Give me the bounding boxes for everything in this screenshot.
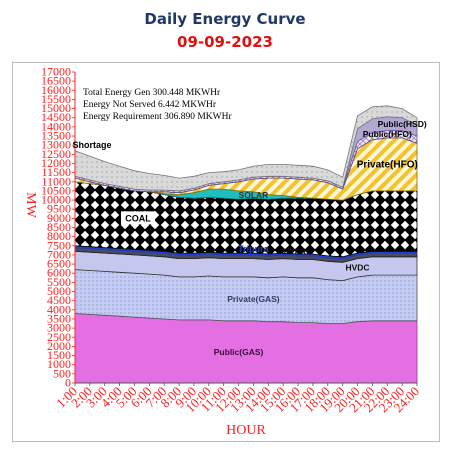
y-tick-label: 5500 [47, 275, 71, 289]
series-label-public-hsd: Public(HSD) [378, 119, 427, 129]
y-tick-label: 10000 [41, 193, 71, 207]
y-tick-label: 2000 [47, 339, 71, 353]
series-label-solar: SOLAR [239, 190, 269, 200]
y-tick-label: 10500 [41, 183, 71, 197]
y-tick-label: 11000 [41, 174, 71, 188]
y-tick-label: 3000 [47, 321, 71, 335]
series-label-private-gas: Private(GAS) [227, 294, 280, 304]
series-label-hydro: HYDRO [284, 248, 313, 257]
y-tick-label: 13500 [41, 129, 71, 143]
y-tick-label: 3500 [47, 311, 71, 325]
y-tick-label: 8500 [47, 220, 71, 234]
x-axis-title: HOUR [226, 423, 266, 438]
y-tick-label: 1500 [47, 348, 71, 362]
energy-summary-line: Energy Requirement 306.890 MKWHr [83, 112, 232, 122]
series-label-private-hfo: Private(HFO) [357, 159, 418, 170]
y-tick-label: 14000 [41, 119, 71, 133]
series-area-shortage [74, 105, 418, 192]
y-tick-label: 1000 [47, 357, 71, 371]
y-tick-label: 11500 [41, 165, 71, 179]
y-tick-label: 9500 [47, 202, 71, 216]
y-tick-label: 7500 [47, 238, 71, 252]
y-tick-label: 16500 [41, 74, 71, 88]
y-tick-label: 500 [53, 366, 71, 380]
y-tick-label: 2500 [47, 330, 71, 344]
y-tick-label: 8000 [47, 229, 71, 243]
y-tick-label: 9000 [47, 211, 71, 225]
energy-summary-line: Total Energy Gen 300.448 MKWHr [83, 88, 221, 98]
chart-frame [12, 62, 440, 442]
series-label-shortage: Shortage [72, 140, 111, 150]
chart-title: Daily Energy Curve [144, 10, 306, 28]
y-tick-label: 15500 [41, 92, 71, 106]
chart-date: 09-09-2023 [177, 33, 273, 51]
y-tick-label: 4500 [47, 293, 71, 307]
y-tick-label: 15000 [41, 101, 71, 115]
series-label-hvdc: HVDC [345, 263, 369, 273]
series-label-public-gas: Public(GAS) [214, 347, 264, 357]
y-tick-label: 12000 [41, 156, 71, 170]
series-label-tripura: Tripura [238, 244, 270, 254]
y-tick-label: 5000 [47, 284, 71, 298]
y-tick-label: 4000 [47, 302, 71, 316]
y-tick-label: 0 [65, 376, 71, 390]
y-tick-label: 7000 [47, 247, 71, 261]
series-label-coal: COAL [125, 213, 151, 223]
series-label-public-hfo: Public(HFO) [363, 129, 412, 139]
y-tick-label: 17000 [41, 65, 71, 79]
energy-summary-line: Energy Not Served 6.442 MKWHr [83, 100, 217, 110]
y-tick-label: 6000 [47, 266, 71, 280]
series-label-bg [121, 211, 155, 225]
y-axis-title: MW [23, 192, 38, 218]
y-tick-label: 16000 [41, 83, 71, 97]
y-tick-label: 14500 [41, 110, 71, 124]
y-tick-label: 6500 [47, 257, 71, 271]
y-tick-label: 13000 [41, 138, 71, 152]
y-tick-label: 12500 [41, 147, 71, 161]
